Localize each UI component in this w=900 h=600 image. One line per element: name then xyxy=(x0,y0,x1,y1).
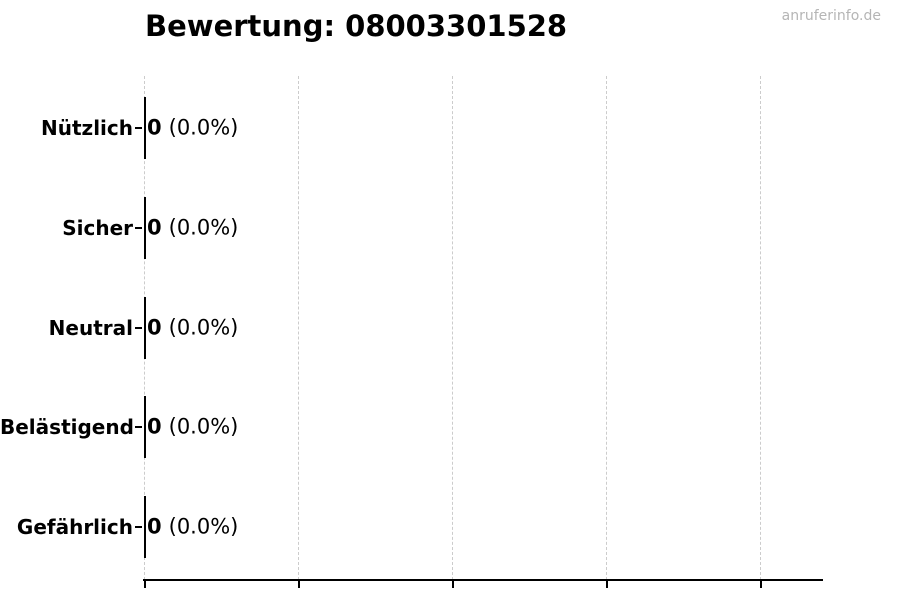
category-label: Neutral xyxy=(48,316,133,340)
value-count: 0 xyxy=(147,215,162,240)
value-count: 0 xyxy=(147,315,162,340)
bar-outline xyxy=(144,496,146,558)
chart-row: Belästigend 0 (0.0%) xyxy=(0,396,900,458)
x-axis-tick xyxy=(144,581,146,588)
chart-title: Bewertung: 08003301528 xyxy=(145,9,568,43)
value-percent: (0.0%) xyxy=(168,215,239,240)
y-axis-tick xyxy=(135,426,142,428)
y-axis-tick xyxy=(135,227,142,229)
chart-row: Neutral 0 (0.0%) xyxy=(0,297,900,359)
gridline xyxy=(452,76,453,580)
chart-row: Nützlich 0 (0.0%) xyxy=(0,97,900,159)
value-count: 0 xyxy=(147,514,162,539)
x-axis-tick xyxy=(606,581,608,588)
value-label: 0 (0.0%) xyxy=(147,116,238,139)
gridline xyxy=(606,76,607,580)
bar-outline xyxy=(144,297,146,359)
value-count: 0 xyxy=(147,414,162,439)
value-label: 0 (0.0%) xyxy=(147,515,238,538)
x-axis-tick xyxy=(298,581,300,588)
x-axis-tick xyxy=(760,581,762,588)
bar-outline xyxy=(144,396,146,458)
category-label: Sicher xyxy=(62,216,133,240)
category-label: Nützlich xyxy=(41,116,133,140)
y-axis-tick xyxy=(135,327,142,329)
chart-row: Gefährlich 0 (0.0%) xyxy=(0,496,900,558)
value-percent: (0.0%) xyxy=(168,514,239,539)
gridline xyxy=(760,76,761,580)
value-label: 0 (0.0%) xyxy=(147,415,238,438)
value-percent: (0.0%) xyxy=(168,115,239,140)
watermark: anruferinfo.de xyxy=(781,8,881,24)
value-percent: (0.0%) xyxy=(168,414,239,439)
y-axis-tick xyxy=(135,526,142,528)
chart-row: Sicher 0 (0.0%) xyxy=(0,197,900,259)
category-label: Belästigend xyxy=(0,415,134,439)
value-count: 0 xyxy=(147,115,162,140)
value-percent: (0.0%) xyxy=(168,315,239,340)
y-axis-tick xyxy=(135,127,142,129)
value-label: 0 (0.0%) xyxy=(147,216,238,239)
gridline xyxy=(298,76,299,580)
x-axis-tick xyxy=(452,581,454,588)
bar-outline xyxy=(144,197,146,259)
category-label: Gefährlich xyxy=(16,515,133,539)
value-label: 0 (0.0%) xyxy=(147,316,238,339)
x-axis xyxy=(143,579,823,581)
bar-outline xyxy=(144,97,146,159)
